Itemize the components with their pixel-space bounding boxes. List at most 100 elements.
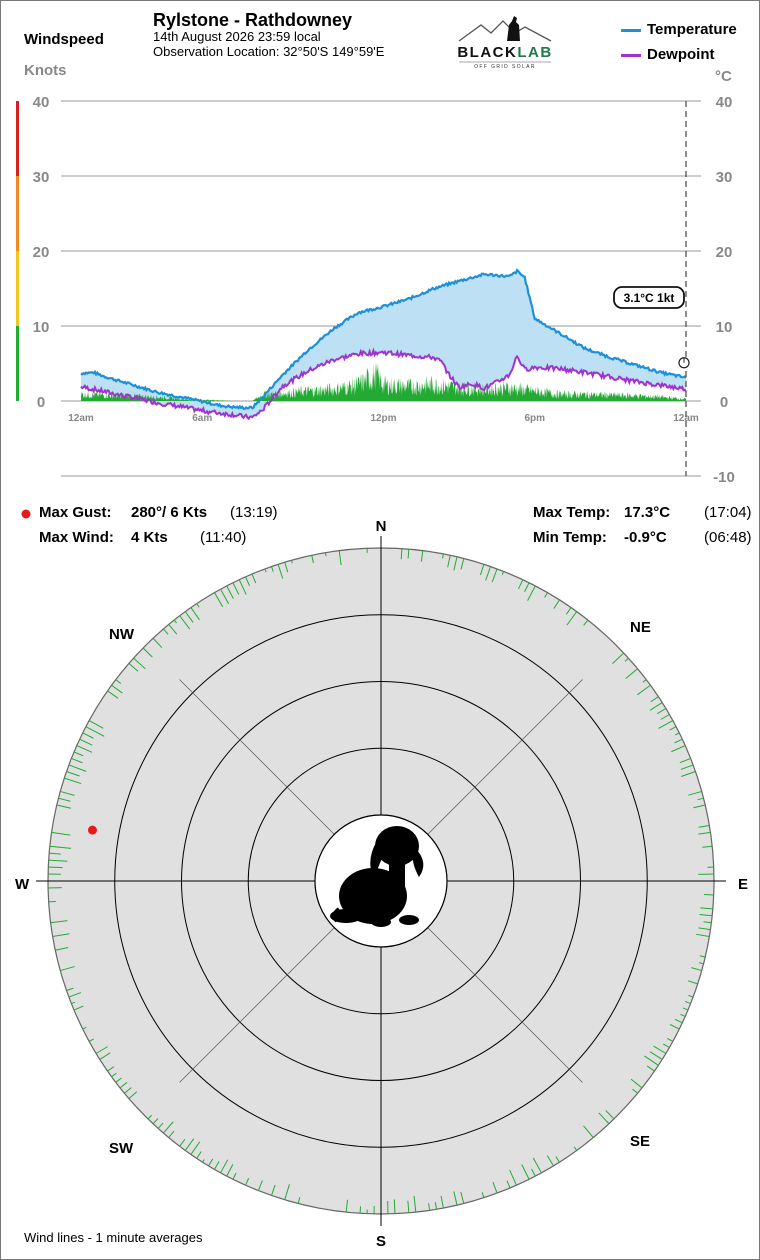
min-temp-time: (06:48): [704, 529, 752, 546]
rose-wind-line: [649, 1051, 663, 1060]
rose-wind-line: [428, 1203, 431, 1211]
rose-wind-line: [147, 1114, 152, 1120]
rose-wind-line: [79, 738, 93, 746]
rose-wind-line: [71, 1001, 76, 1005]
dewpoint-swatch: [621, 53, 641, 57]
rose-wind-line: [60, 966, 75, 972]
rose-wind-line: [546, 1155, 554, 1167]
rose-wind-line: [481, 1192, 485, 1198]
rose-wind-line: [168, 1130, 175, 1138]
rose-wind-line: [696, 933, 710, 938]
station-name: Rylstone - Rathdowney: [153, 10, 353, 30]
rose-wind-line: [190, 1141, 201, 1155]
rose-wind-line: [338, 550, 342, 566]
temp-unit-label: °C: [715, 68, 732, 85]
max-temp-time: (17:04): [704, 504, 752, 521]
temp-tick-label: -10: [713, 469, 735, 486]
rose-wind-line: [555, 1156, 560, 1163]
rose-wind-line: [82, 732, 94, 739]
windspeed-unit: Knots: [24, 62, 67, 79]
rose-wind-line: [297, 1197, 301, 1204]
rose-wind-line: [632, 1088, 638, 1094]
rose-wind-line: [152, 637, 163, 648]
rose-wind-line: [697, 797, 704, 801]
rose-wind-line: [95, 1046, 108, 1054]
rose-wind-line: [518, 579, 524, 590]
rose-wind-line: [119, 1081, 128, 1089]
rose-wind-line: [68, 764, 87, 772]
rose-wind-line: [612, 652, 625, 665]
rose-wind-line: [642, 679, 647, 683]
compass-sw: SW: [109, 1140, 134, 1157]
rose-wind-line: [190, 607, 200, 621]
rose-wind-line: [407, 1200, 410, 1213]
rose-wind-line: [66, 771, 80, 777]
compass-s: S: [376, 1233, 386, 1250]
time-tick-label: 6am: [192, 413, 212, 424]
rose-wind-line: [532, 1157, 542, 1174]
rose-wind-line: [442, 553, 444, 559]
rose-wind-line: [220, 1159, 229, 1174]
rose-wind-line: [691, 967, 702, 972]
legend-temperature: Temperature: [621, 21, 737, 38]
rose-wind-line: [699, 955, 706, 958]
rose-wind-line: [311, 555, 314, 564]
temperature-swatch: [621, 28, 641, 32]
time-axis-ticks: 12am 6am 12pm 6pm 12am: [68, 413, 699, 424]
compass-ne: NE: [630, 619, 651, 636]
rose-wind-line: [400, 548, 403, 560]
legend-dewpoint-label: Dewpoint: [647, 46, 715, 63]
rose-wind-line: [527, 585, 536, 601]
time-tick-label: 12pm: [370, 413, 396, 424]
rose-wind-line: [460, 558, 465, 570]
wind-scale-segment: [16, 176, 19, 251]
rose-wind-line: [48, 866, 63, 869]
time-tick-label: 12am: [673, 413, 699, 424]
rose-wind-line: [179, 615, 191, 630]
rose-wind-line: [58, 797, 71, 802]
rose-wind-line: [491, 568, 498, 583]
logo-brand-dark: BLACK: [457, 44, 517, 61]
wind-scale-segment: [16, 326, 19, 401]
rose-wind-line: [284, 1184, 290, 1200]
rose-wind-line: [653, 1045, 667, 1054]
compass-e: E: [738, 876, 748, 893]
rose-wind-line: [277, 564, 284, 579]
rose-wind-line: [184, 611, 194, 623]
rose-wind-line: [257, 1180, 263, 1191]
min-temp-value: -0.9°C: [624, 529, 667, 546]
rose-wind-line: [226, 585, 234, 599]
rose-wind-line: [284, 562, 289, 573]
rose-wind-line: [238, 579, 247, 595]
time-series-chart: °C 0 10 20 30 40 40 30 20 10 0 -10 12am 6am 12pm 6pm…: [16, 68, 735, 486]
current-annotation: 3.1°C 1kt: [624, 291, 675, 305]
max-wind-time: (11:40): [200, 529, 247, 546]
rose-wind-line: [345, 1199, 348, 1213]
rose-wind-line: [434, 1202, 438, 1210]
rose-spokes: [36, 536, 726, 1226]
max-temp-value: 17.3°C: [624, 504, 671, 521]
mountain-dog-logo-icon: BLACKLAB OFF GRID SOLAR: [457, 16, 552, 70]
rose-wind-line: [565, 607, 572, 615]
wind-speed-series: [81, 361, 686, 401]
rose-wind-line: [681, 771, 696, 777]
time-tick-label: 6pm: [524, 413, 545, 424]
rose-wind-line: [107, 690, 119, 699]
rose-wind-line: [88, 720, 104, 729]
rose-wind-line: [202, 1159, 205, 1163]
temp-tick-label: 0: [720, 394, 728, 411]
rose-wind-line: [630, 1078, 643, 1089]
rose-wind-line: [680, 1013, 686, 1017]
rose-wind-line: [524, 582, 530, 592]
rose-wind-line: [111, 684, 123, 694]
compass-w: W: [15, 876, 30, 893]
wind-scale-bar: [16, 101, 19, 401]
rose-wind-line: [71, 757, 83, 764]
temp-tick-label: 20: [716, 244, 733, 261]
rose-wind-line: [660, 714, 670, 720]
rose-wind-line: [60, 790, 75, 796]
max-gust-time: (13:19): [230, 504, 278, 521]
rose-wind-line: [142, 647, 153, 658]
rose-wind-line: [521, 1164, 530, 1180]
rose-wind-line: [650, 696, 659, 703]
